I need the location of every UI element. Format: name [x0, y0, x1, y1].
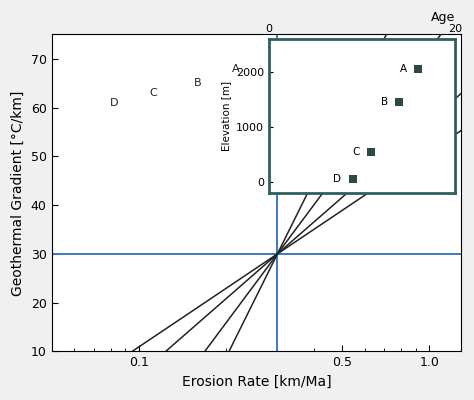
Text: D: D [109, 98, 118, 108]
Text: B: B [194, 78, 202, 88]
X-axis label: Erosion Rate [km/Ma]: Erosion Rate [km/Ma] [182, 375, 331, 389]
Text: C: C [149, 88, 157, 98]
Text: A: A [231, 64, 239, 74]
Y-axis label: Geothermal Gradient [°C/km]: Geothermal Gradient [°C/km] [11, 90, 25, 296]
